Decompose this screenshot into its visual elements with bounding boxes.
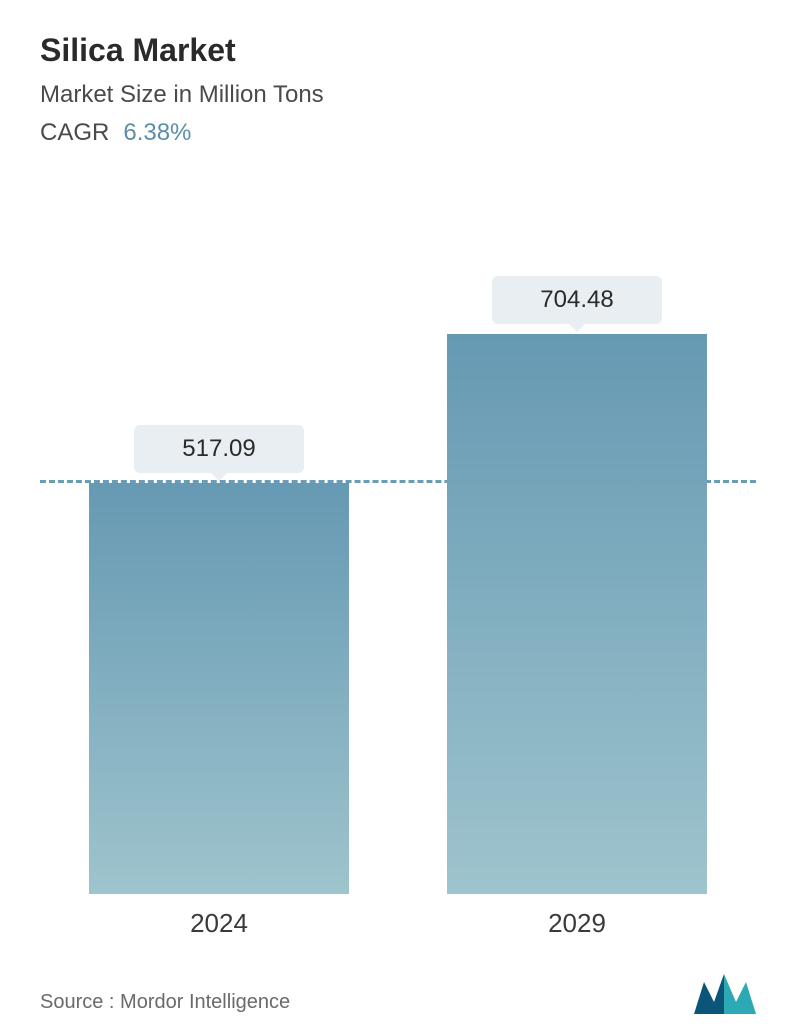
- chart-footer: Source : Mordor Intelligence: [40, 964, 756, 1014]
- chart-header: Silica Market Market Size in Million Ton…: [40, 32, 756, 147]
- chart-subtitle: Market Size in Million Tons: [40, 81, 756, 109]
- bar-0: [89, 483, 349, 894]
- source-text: Source : Mordor Intelligence: [40, 991, 290, 1014]
- chart-plot-area: 517.09 704.48 2024 2029: [40, 177, 756, 964]
- bar-group-0: 517.09: [69, 425, 369, 894]
- cagr-value: 6.38%: [123, 119, 191, 147]
- chart-container: Silica Market Market Size in Million Ton…: [0, 0, 796, 1034]
- value-badge-0: 517.09: [134, 425, 304, 473]
- brand-logo: [694, 974, 756, 1014]
- x-axis-labels: 2024 2029: [40, 908, 756, 939]
- x-label-0: 2024: [69, 908, 369, 939]
- value-badge-1: 704.48: [492, 276, 662, 324]
- bar-1: [447, 334, 707, 894]
- cagr-label: CAGR: [40, 119, 109, 147]
- cagr-row: CAGR 6.38%: [40, 119, 756, 147]
- bar-group-1: 704.48: [427, 276, 727, 894]
- mordor-logo-icon: [694, 974, 756, 1014]
- chart-title: Silica Market: [40, 32, 756, 69]
- bars-group: 517.09 704.48: [40, 177, 756, 894]
- x-label-1: 2029: [427, 908, 727, 939]
